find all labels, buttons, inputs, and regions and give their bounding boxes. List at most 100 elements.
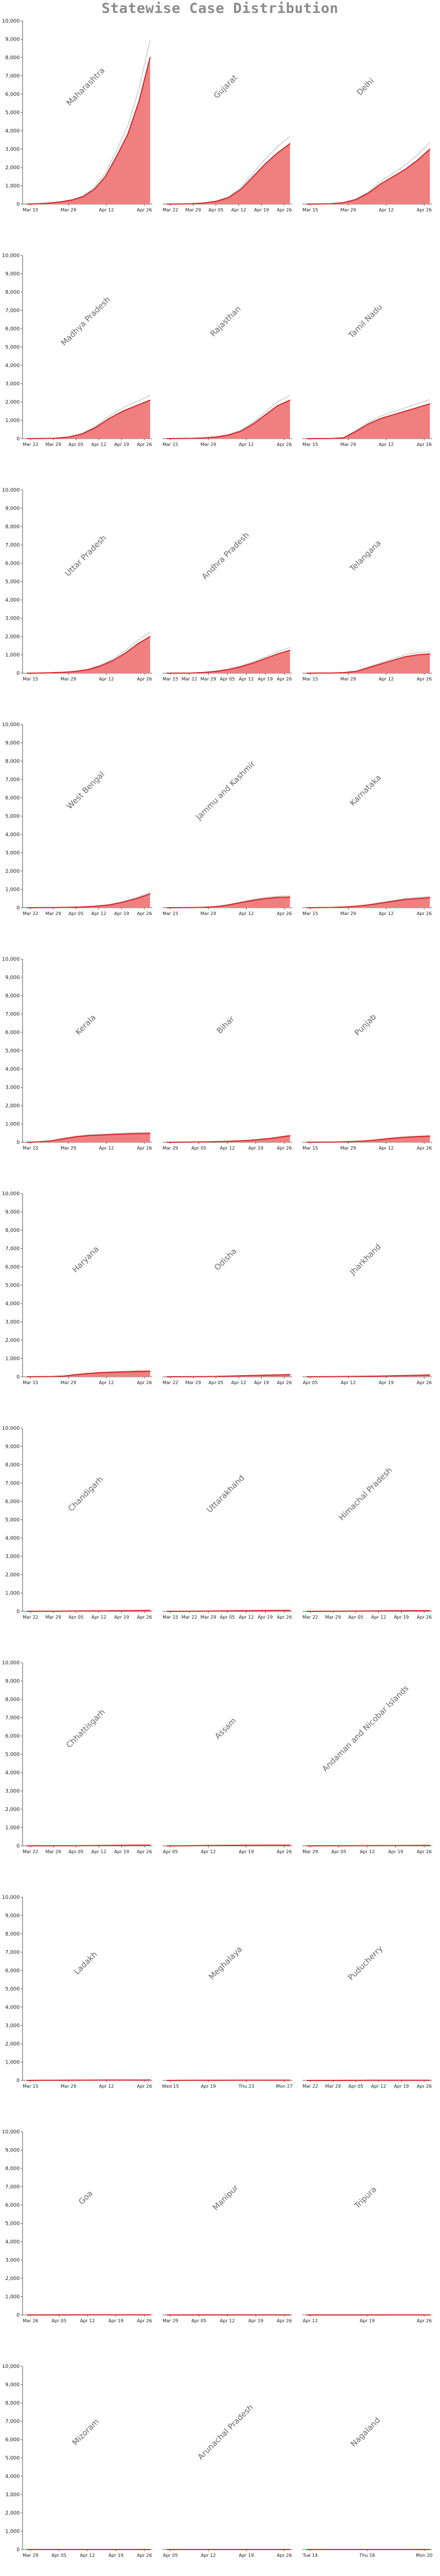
y-tick-label: 8,000 bbox=[5, 55, 20, 61]
x-tick-label: Mar 22 bbox=[162, 1380, 178, 1385]
x-tick-label: Mar 15 bbox=[23, 2084, 38, 2089]
x-tick-label: Mon 20 bbox=[416, 2553, 433, 2558]
y-tick-label: 0 bbox=[16, 1140, 20, 1146]
data-point bbox=[76, 2549, 77, 2550]
y-tick-label: 2,000 bbox=[5, 1572, 20, 1578]
state-label: Meghalaya bbox=[208, 1945, 244, 1982]
y-tick-label: 8,000 bbox=[5, 2401, 20, 2406]
x-tick-label: Apr 05 bbox=[69, 911, 84, 916]
data-point bbox=[103, 1845, 105, 1846]
data-point bbox=[306, 204, 307, 205]
state-label: Nagaland bbox=[349, 2416, 382, 2449]
data-point bbox=[240, 189, 241, 190]
x-tick-label: Apr 19 bbox=[201, 2084, 216, 2089]
data-point bbox=[166, 204, 168, 205]
state-label: Punjab bbox=[353, 1013, 379, 1038]
x-tick-label: Mar 29 bbox=[45, 1849, 61, 1854]
x-tick-label: Apr 26 bbox=[137, 2553, 152, 2558]
state-label: Bihar bbox=[215, 1014, 236, 1035]
data-point bbox=[240, 2314, 241, 2316]
data-point bbox=[166, 907, 168, 908]
x-tick-label: Mar 29 bbox=[45, 911, 61, 916]
data-point bbox=[252, 662, 254, 664]
y-tick-label: 7,000 bbox=[5, 74, 20, 79]
y-tick-label: 6,000 bbox=[5, 1734, 20, 1739]
x-tick-label: Apr 26 bbox=[277, 1615, 292, 1620]
data-point bbox=[166, 673, 168, 674]
x-tick-label: Mar 29 bbox=[340, 207, 356, 213]
data-point bbox=[392, 414, 394, 416]
x-tick-label: Apr 05 bbox=[163, 2553, 178, 2558]
y-tick-label: 6,000 bbox=[5, 2203, 20, 2208]
y-tick-label: 5,000 bbox=[5, 814, 20, 820]
y-tick-label: 7,000 bbox=[5, 308, 20, 314]
data-point bbox=[57, 1845, 59, 1846]
y-tick-label: 9,000 bbox=[5, 272, 20, 277]
data-point bbox=[243, 1375, 245, 1377]
y-tick-label: 7,000 bbox=[5, 543, 20, 549]
data-point bbox=[108, 904, 110, 905]
area-fill bbox=[307, 1375, 430, 1377]
data-point bbox=[95, 905, 96, 907]
state-label: Assam bbox=[213, 1716, 238, 1741]
state-label: Jammu and Kashmir bbox=[194, 759, 257, 822]
x-tick-label: Tue 14 bbox=[302, 2553, 318, 2558]
data-point bbox=[404, 410, 406, 412]
panel-tamil-nadu: Mar 15 Mar 29 Apr 12 Apr 26 Tamil Nadu bbox=[302, 303, 432, 447]
data-point bbox=[243, 1610, 245, 1611]
data-point bbox=[51, 1140, 52, 1142]
panel-mizoram: 0 1,000 2,000 3,000 4,000 5,000 6,000 7,000 8,00… bbox=[2, 2364, 152, 2558]
x-tick-label: Apr 26 bbox=[277, 677, 292, 682]
data-point bbox=[118, 1610, 120, 1611]
x-tick-label: Apr 12 bbox=[239, 442, 254, 447]
y-tick-label: 0 bbox=[16, 1375, 20, 1380]
series-line bbox=[306, 1374, 430, 1377]
data-point bbox=[368, 904, 369, 905]
y-tick-label: 2,000 bbox=[5, 1103, 20, 1109]
data-point bbox=[215, 2079, 217, 2081]
x-tick-label: Apr 12 bbox=[80, 2553, 95, 2558]
y-tick-label: 5,000 bbox=[5, 2221, 20, 2227]
data-point bbox=[331, 907, 332, 908]
y-tick-label: 2,000 bbox=[5, 2042, 20, 2047]
data-point bbox=[380, 183, 381, 185]
panel-meghalaya: Wed 15 Apr 19 Thu 23 Mon 27 Meghalaya bbox=[162, 1945, 293, 2089]
data-point bbox=[331, 438, 332, 439]
data-point bbox=[149, 1844, 151, 1846]
data-point bbox=[343, 672, 345, 673]
area-fill bbox=[167, 650, 290, 673]
y-tick-label: 8,000 bbox=[5, 2166, 20, 2172]
y-tick-label: 9,000 bbox=[5, 506, 20, 512]
data-point bbox=[54, 438, 55, 439]
x-tick-label: Apr 26 bbox=[417, 2084, 432, 2089]
data-point bbox=[149, 1133, 151, 1134]
data-point bbox=[88, 669, 89, 670]
x-tick-label: Apr 19 bbox=[248, 1146, 263, 1151]
data-point bbox=[51, 2314, 52, 2316]
data-point bbox=[248, 1845, 250, 1846]
data-point bbox=[215, 201, 217, 202]
data-point bbox=[289, 2079, 291, 2081]
data-point bbox=[265, 414, 266, 416]
state-label: Uttarakhand bbox=[205, 1474, 247, 1515]
y-tick-label: 3,000 bbox=[5, 2258, 20, 2264]
data-point bbox=[265, 898, 266, 899]
state-label: Rajasthan bbox=[209, 304, 243, 339]
x-tick-label: Mar 29 bbox=[60, 1380, 76, 1385]
x-tick-label: Apr 19 bbox=[258, 1615, 273, 1620]
x-tick-label: Mar 15 bbox=[23, 1146, 38, 1151]
y-tick-label: 8,000 bbox=[5, 993, 20, 999]
data-point bbox=[408, 1845, 410, 1846]
data-point bbox=[149, 1371, 151, 1372]
data-point bbox=[228, 669, 229, 670]
area-fill bbox=[307, 898, 430, 908]
data-point bbox=[289, 649, 291, 651]
x-tick-label: Apr 12 bbox=[239, 1615, 254, 1620]
y-tick-label: 4,000 bbox=[5, 1067, 20, 1072]
data-point bbox=[76, 1136, 77, 1138]
x-tick-label: Apr 12 bbox=[379, 442, 394, 447]
x-tick-label: Mar 22 bbox=[162, 207, 178, 213]
y-tick-label: 0 bbox=[16, 2547, 20, 2553]
x-tick-label: Mar 15 bbox=[23, 207, 38, 213]
data-point bbox=[289, 1374, 291, 1376]
